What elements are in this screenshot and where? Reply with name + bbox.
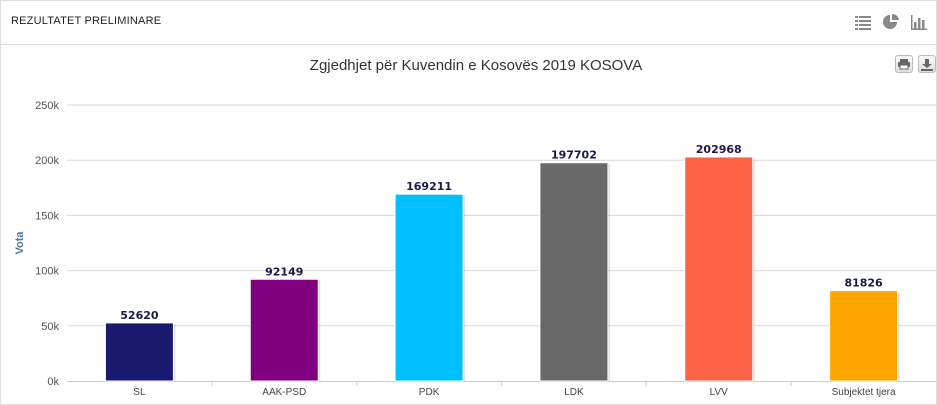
- x-tick-label: AAK-PSD: [262, 387, 306, 398]
- x-tick-label: LVV: [710, 387, 728, 398]
- y-tick-label: 50k: [41, 321, 59, 333]
- bar-sl[interactable]: [104, 322, 174, 382]
- data-label: 169211: [406, 180, 452, 193]
- bar-ldk[interactable]: [539, 162, 609, 382]
- data-label: 202968: [696, 143, 742, 156]
- y-tick-label: 250k: [35, 100, 59, 112]
- download-icon: [921, 59, 933, 71]
- bar-lvv[interactable]: [684, 156, 754, 382]
- data-label: 81826: [844, 277, 883, 290]
- view-switcher: [854, 13, 928, 31]
- pie-chart-icon[interactable]: [882, 13, 900, 31]
- print-button[interactable]: [895, 55, 913, 73]
- y-tick-label: 150k: [35, 210, 59, 222]
- download-button[interactable]: [918, 55, 936, 73]
- data-label: 197702: [551, 149, 597, 162]
- panel-title: REZULTATET PRELIMINARE: [11, 15, 162, 27]
- bar-subjektet-tjera[interactable]: [829, 290, 899, 382]
- bar-chart-icon[interactable]: [910, 13, 928, 31]
- y-tick-label: 100k: [35, 266, 59, 278]
- y-tick-label: 200k: [35, 155, 59, 167]
- bar-aak-psd[interactable]: [249, 278, 319, 382]
- y-tick-label: 0k: [47, 376, 59, 388]
- x-tick-label: SL: [133, 387, 146, 398]
- bar-pdk[interactable]: [394, 193, 464, 382]
- x-tick-label: Subjektet tjera: [832, 387, 896, 398]
- x-tick-label: LDK: [564, 387, 584, 398]
- print-icon: [898, 59, 910, 70]
- data-label: 52620: [120, 309, 159, 322]
- list-icon[interactable]: [854, 13, 872, 31]
- chart-title: Zgjedhjet për Kuvendin e Kosovës 2019 KO…: [310, 57, 642, 74]
- data-label: 92149: [265, 265, 303, 278]
- x-tick-label: PDK: [419, 387, 440, 398]
- panel-header: REZULTATET PRELIMINARE: [1, 1, 936, 45]
- y-axis-label: Vota: [14, 231, 26, 255]
